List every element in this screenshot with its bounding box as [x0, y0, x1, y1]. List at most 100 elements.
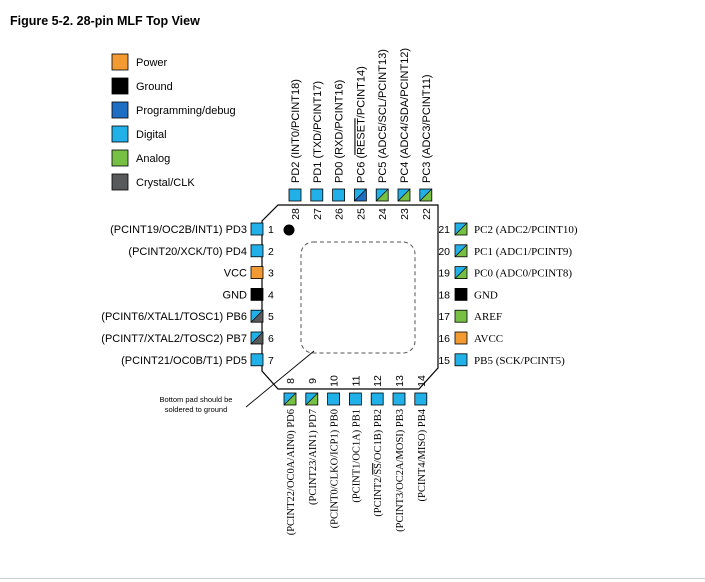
- pin-label-15: PB5 (SCK/PCINT5): [474, 355, 565, 367]
- pin-square-10: [327, 392, 341, 406]
- pin-label-5: (PCINT6/XTAL1/TOSC1) PB6: [101, 311, 247, 323]
- legend-item-crystal: Crystal/CLK: [111, 173, 195, 191]
- legend-item-programming: Programming/debug: [111, 101, 236, 119]
- pin-label-17: AREF: [474, 311, 502, 323]
- pin-square-5: [250, 309, 264, 323]
- pin-square-21: [454, 222, 468, 236]
- pin-number-25: 25: [355, 208, 367, 220]
- pin-square-20: [454, 244, 468, 258]
- pin-square-3: [250, 266, 264, 280]
- pin-square-25: [353, 188, 367, 202]
- pin-square-27: [310, 188, 324, 202]
- pin-label-26: PD0 (RXD/PCINT16): [334, 80, 346, 183]
- exposed-pad-outline: [300, 241, 416, 354]
- legend-item-analog: Analog: [111, 149, 170, 167]
- pin-label-24: PC5 (ADC5/SCL/PCINT13): [377, 49, 389, 183]
- bottom-pad-leader-line: [245, 350, 315, 408]
- pin-square-1: [250, 222, 264, 236]
- pin-square-23: [397, 188, 411, 202]
- pin-square-7: [250, 353, 264, 367]
- legend-label-programming: Programming/debug: [136, 105, 236, 117]
- pin-number-10: 10: [329, 375, 341, 387]
- pin-number-16: 16: [438, 333, 450, 345]
- pins: 1 (PCINT19/OC2B/INT1) PD3 2 (PCINT20/XCK/T0…: [101, 48, 578, 535]
- pin-label-6: (PCINT7/XTAL2/TOSC2) PB7: [101, 333, 247, 345]
- pin-square-22: [419, 188, 433, 202]
- pin-label-10: (PCINT0/CLKO/ICP1) PB0: [330, 409, 341, 528]
- pin-label-21: PC2 (ADC2/PCINT10): [474, 224, 578, 236]
- legend-label-power: Power: [136, 57, 168, 69]
- chip-package: [261, 204, 439, 390]
- legend-swatch-digital: [111, 125, 129, 143]
- pin-square-15: [454, 353, 468, 367]
- page-divider: [0, 578, 705, 579]
- pin-number-6: 6: [268, 333, 274, 345]
- pin-number-11: 11: [350, 375, 362, 386]
- pin-number-1: 1: [268, 224, 274, 236]
- pin-label-1: (PCINT19/OC2B/INT1) PD3: [110, 224, 247, 236]
- pin-label-2: (PCINT20/XCK/T0) PD4: [128, 246, 247, 258]
- pin-square-2: [250, 244, 264, 258]
- pin-number-14: 14: [416, 375, 428, 387]
- pin-number-18: 18: [438, 289, 450, 301]
- pin-number-24: 24: [377, 208, 389, 220]
- pin-number-7: 7: [268, 355, 274, 367]
- pin-label-27: PD1 (TXD/PCINT17): [312, 81, 324, 183]
- pin-number-2: 2: [268, 246, 274, 258]
- pin-label-23: PC4 (ADC4/SDA/PCINT12): [399, 48, 411, 183]
- legend-label-crystal: Crystal/CLK: [136, 177, 195, 189]
- pin-label-25: PC6 (RESET/PCINT14): [355, 66, 367, 183]
- pin-square-6: [250, 331, 264, 345]
- legend-swatch-analog: [111, 149, 129, 167]
- pin-number-12: 12: [372, 375, 384, 387]
- pin-square-14: [414, 392, 428, 406]
- pin-number-3: 3: [268, 268, 274, 280]
- legend-swatch-power: [111, 53, 129, 71]
- pin-label-11: (PCINT1/OC1A) PB1: [351, 409, 362, 503]
- pin-label-19: PC0 (ADC0/PCINT8): [474, 268, 572, 280]
- pin-number-17: 17: [438, 311, 450, 323]
- legend-swatch-ground: [111, 77, 129, 95]
- legend-item-ground: Ground: [111, 77, 173, 95]
- pin-square-17: [454, 309, 468, 323]
- pin-number-21: 21: [438, 224, 450, 236]
- pin-label-13: (PCINT3/OC2A/MOSI) PB3: [395, 409, 406, 532]
- pin-label-18: GND: [474, 289, 498, 301]
- pin-square-28: [288, 188, 302, 202]
- pin-square-18: [454, 287, 468, 301]
- pin-square-16: [454, 331, 468, 345]
- pin-label-28: PD2 (INT0/PCINT18): [290, 79, 302, 183]
- bottom-pad-note-line: Bottom pad should be: [160, 395, 233, 404]
- legend-label-digital: Digital: [136, 129, 167, 141]
- pin-square-26: [332, 188, 346, 202]
- pin-label-14: (PCINT4/MISO) PB4: [417, 408, 428, 501]
- legend: Power Ground Programming/debug Digital Analo…: [111, 53, 236, 191]
- pin-label-9: (PCINT23/AIN1) PD7: [308, 409, 319, 505]
- pin-number-8: 8: [285, 378, 297, 384]
- pin-number-27: 27: [312, 208, 324, 220]
- pin-number-5: 5: [268, 311, 274, 323]
- legend-label-ground: Ground: [136, 81, 173, 93]
- pin-number-26: 26: [334, 208, 346, 220]
- legend-label-analog: Analog: [136, 153, 170, 165]
- pin-label-20: PC1 (ADC1/PCINT9): [474, 246, 572, 258]
- pin-label-3: VCC: [224, 268, 247, 280]
- pin-label-22: PC3 (ADC3/PCINT11): [421, 74, 433, 183]
- legend-swatch-programming: [111, 101, 129, 119]
- legend-item-digital: Digital: [111, 125, 167, 143]
- figure-title: Figure 5-2. 28-pin MLF Top View: [10, 14, 200, 28]
- pin-number-19: 19: [438, 268, 450, 280]
- pin-number-4: 4: [268, 289, 274, 301]
- pin-square-24: [375, 188, 389, 202]
- pin-label-12: (PCINT2/SS/OC1B) PB2: [373, 409, 384, 517]
- pin-number-22: 22: [421, 208, 433, 220]
- pin-number-20: 20: [438, 246, 450, 258]
- pin-number-28: 28: [290, 208, 302, 220]
- pin-number-13: 13: [394, 375, 406, 387]
- pin-square-8: [283, 392, 297, 406]
- pin-label-7: (PCINT21/OC0B/T1) PD5: [121, 355, 247, 367]
- legend-item-power: Power: [111, 53, 168, 71]
